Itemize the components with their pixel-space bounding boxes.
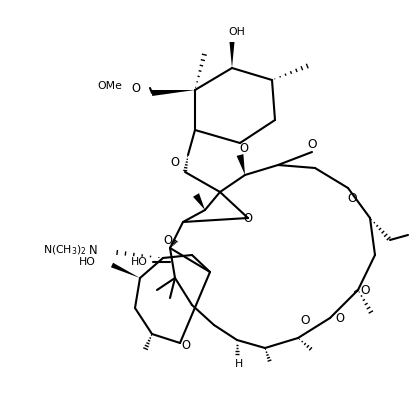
Text: HO: HO bbox=[79, 257, 96, 267]
Text: H: H bbox=[235, 359, 243, 369]
Polygon shape bbox=[152, 90, 195, 96]
Text: N: N bbox=[89, 243, 97, 256]
Text: O: O bbox=[300, 314, 310, 326]
Text: O: O bbox=[132, 81, 140, 95]
Text: O: O bbox=[307, 138, 317, 150]
Polygon shape bbox=[111, 263, 140, 278]
Polygon shape bbox=[237, 154, 245, 175]
Text: O: O bbox=[171, 155, 179, 169]
Polygon shape bbox=[193, 193, 205, 210]
Text: O: O bbox=[181, 339, 191, 351]
Text: O: O bbox=[360, 284, 370, 296]
Text: OH: OH bbox=[228, 27, 246, 37]
Polygon shape bbox=[230, 42, 235, 68]
Text: OMe: OMe bbox=[97, 81, 122, 91]
Text: O: O bbox=[163, 233, 173, 247]
Text: O: O bbox=[336, 312, 344, 325]
Text: O: O bbox=[240, 141, 248, 155]
Text: N(CH$_3$)$_2$: N(CH$_3$)$_2$ bbox=[43, 243, 87, 257]
Text: HO: HO bbox=[131, 257, 148, 267]
Text: O: O bbox=[243, 212, 253, 224]
Text: O: O bbox=[347, 192, 357, 205]
